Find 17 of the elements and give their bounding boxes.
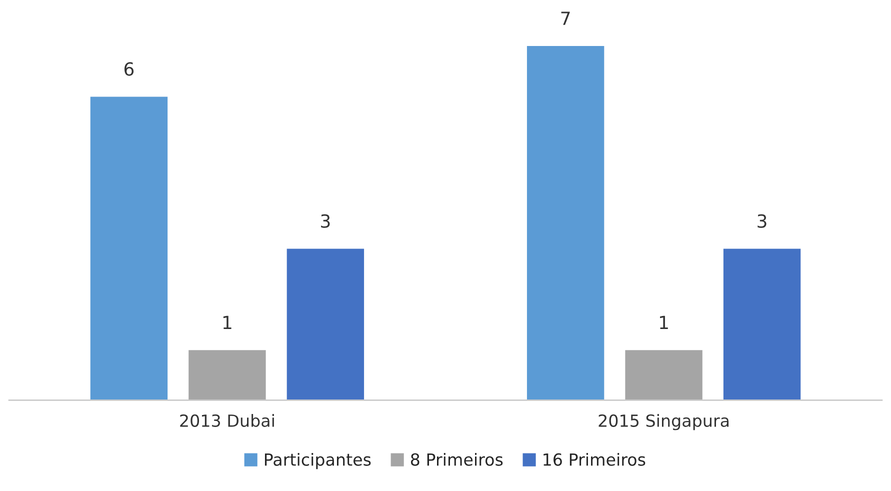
data-label: 7 (561, 12, 570, 25)
legend-label: 16 Primeiros (544, 452, 646, 466)
bar (187, 348, 268, 400)
bar (285, 247, 366, 400)
data-label: 6 (124, 62, 134, 76)
legend-label: 8 Primeiros (410, 452, 503, 466)
x-tick-label: 2015 Singapura (598, 414, 729, 430)
bar (722, 247, 802, 400)
data-label: 1 (223, 316, 232, 330)
legend-label: Participantes (264, 452, 371, 470)
data-label: 1 (660, 316, 668, 330)
bar (624, 348, 704, 400)
data-label: 3 (758, 214, 766, 228)
data-label: 3 (321, 214, 330, 228)
bar (526, 44, 606, 400)
bar (88, 95, 169, 400)
x-tick-label: 2013 Dubai (180, 414, 274, 427)
